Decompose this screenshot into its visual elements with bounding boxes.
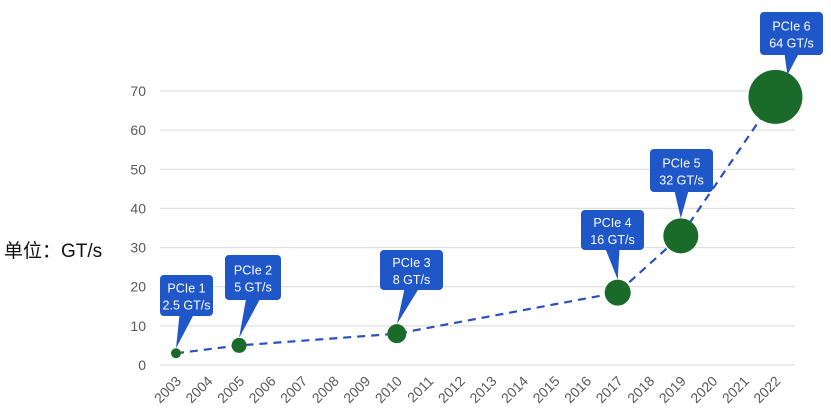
callout-tail [784, 54, 799, 75]
x-tick-label: 2022 [750, 373, 783, 406]
callout-box [225, 255, 281, 300]
x-tick-label: 2018 [624, 373, 657, 406]
callout-box [650, 149, 713, 192]
x-tick-label: 2010 [372, 373, 405, 406]
x-tick-label: 2019 [656, 373, 689, 406]
y-tick-label: 70 [130, 83, 146, 99]
callout: PCIe 5 32 GT/s [650, 149, 713, 219]
callout-generation: PCIe 2 [234, 264, 272, 278]
callout: PCIe 2 5 GT/s [225, 255, 281, 338]
callout: PCIe 1 2.5 GT/s [160, 275, 213, 349]
callout-tail [605, 249, 620, 280]
callout: PCIe 3 8 GT/s [380, 250, 443, 325]
callout-box [380, 250, 443, 290]
x-tick-label: 2005 [214, 373, 247, 406]
x-tick-label: 2012 [435, 373, 468, 406]
x-tick-label: 2011 [404, 373, 437, 406]
callout-generation: PCIe 6 [772, 20, 810, 34]
data-point [171, 348, 181, 359]
callout-speed: 32 GT/s [659, 174, 703, 188]
x-tick-label: 2008 [309, 373, 342, 406]
y-tick-label: 50 [130, 161, 146, 177]
data-point [748, 69, 803, 124]
callout-speed: 5 GT/s [234, 281, 272, 295]
data-point [231, 337, 247, 353]
unit-label: 单位：GT/s [4, 241, 103, 262]
data-point [604, 279, 631, 306]
callout-speed: 8 GT/s [393, 273, 431, 287]
callout-tail [239, 299, 260, 338]
callout-box [760, 12, 823, 55]
y-tick-label: 10 [130, 318, 146, 334]
x-tick-label: 2015 [529, 373, 562, 406]
callout: PCIe 4 16 GT/s [581, 210, 644, 280]
y-tick-label: 30 [130, 240, 146, 256]
callout-tail [396, 289, 419, 325]
y-tick-label: 0 [138, 357, 146, 373]
callout-speed: 16 GT/s [590, 233, 634, 247]
y-tick-label: 40 [130, 200, 146, 216]
data-point [387, 324, 407, 344]
x-tick-label: 2016 [561, 373, 594, 406]
callout-generation: PCIe 1 [167, 282, 205, 296]
callout-tail [674, 191, 689, 219]
y-tick-label: 60 [130, 122, 146, 138]
x-tick-label: 2017 [592, 373, 625, 406]
callout-generation: PCIe 4 [593, 216, 631, 230]
x-tick-label: 2006 [245, 373, 278, 406]
x-tick-label: 2003 [151, 373, 184, 406]
callout-speed: 2.5 GT/s [163, 299, 211, 313]
callout-speed: 64 GT/s [769, 37, 813, 51]
data-point [663, 218, 699, 254]
callout-tail [176, 315, 194, 349]
x-tick-label: 2007 [277, 373, 310, 406]
callout-box [581, 210, 644, 250]
x-tick-label: 2009 [340, 373, 373, 406]
x-tick-label: 2014 [498, 373, 531, 406]
x-tick-label: 2013 [466, 373, 499, 406]
callout: PCIe 6 64 GT/s [760, 12, 823, 75]
callout-generation: PCIe 3 [392, 256, 430, 270]
x-tick-label: 2021 [719, 373, 752, 406]
x-tick-label: 2004 [182, 373, 215, 406]
x-tick-label: 2020 [687, 373, 720, 406]
y-tick-label: 20 [130, 279, 146, 295]
callout-box [160, 275, 213, 316]
callout-generation: PCIe 5 [662, 157, 700, 171]
